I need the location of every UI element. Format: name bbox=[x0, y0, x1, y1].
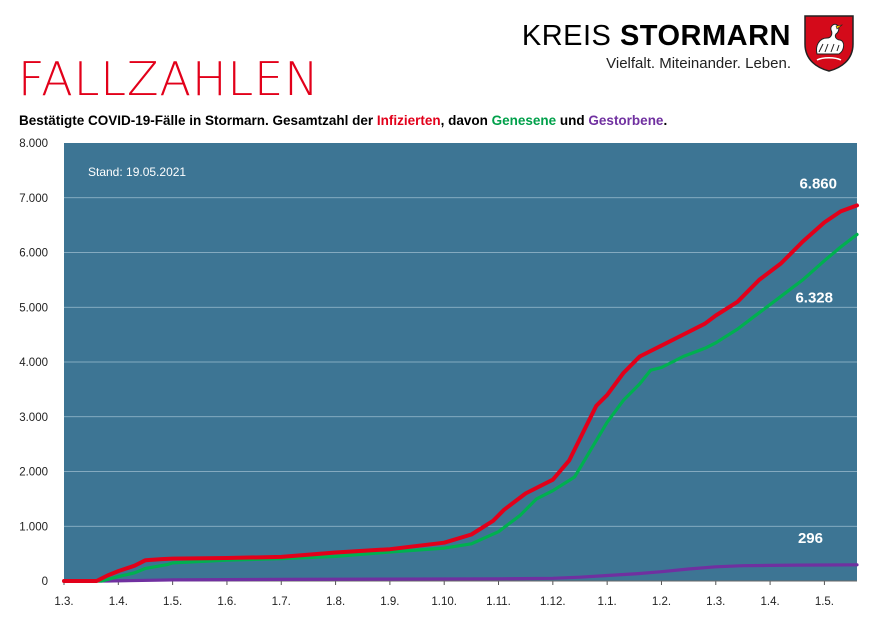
y-tick-label: 3.000 bbox=[19, 412, 48, 424]
y-axis: 0 1.000 2.000 3.000 4.000 5.000 6.000 7.000 8.00… bbox=[19, 138, 48, 588]
subtitle-infected: Infizierten bbox=[376, 113, 441, 128]
brand-name-bold: STORMARN bbox=[619, 20, 791, 52]
x-tick-label: 1.4. bbox=[761, 596, 780, 608]
subtitle-mid2: und bbox=[556, 113, 589, 128]
series-line-deceased bbox=[62, 563, 859, 583]
page-title: FALLZAHLEN bbox=[18, 52, 320, 106]
subtitle-lead: Bestätigte COVID-19-Fälle in Stormarn. G… bbox=[19, 113, 377, 128]
subtitle-recovered: Genesene bbox=[491, 113, 557, 128]
series-lines bbox=[62, 203, 859, 583]
y-tick-label: 2.000 bbox=[19, 467, 48, 479]
x-tick-label: 1.3. bbox=[706, 596, 725, 608]
chart-annotation: Stand: 19.05.2021 bbox=[88, 165, 186, 179]
gridlines bbox=[64, 197, 857, 527]
end-label-recovered: 6.328 bbox=[795, 290, 833, 307]
subtitle-end: . bbox=[663, 113, 668, 128]
swan-crest-icon bbox=[804, 15, 854, 72]
x-tick-label: 1.5. bbox=[815, 596, 834, 608]
x-axis: 1.3. 1.4. 1.5. 1.6. 1.7. 1.8. 1.9. 1.10. 1.11. 1.… bbox=[54, 580, 857, 608]
brand-name: KREIS STORMARN bbox=[522, 22, 791, 51]
y-tick-label: 7.000 bbox=[19, 193, 48, 205]
brand-logo: KREIS STORMARN Vielfalt. Miteinander. Le… bbox=[522, 22, 791, 72]
x-tick-label: 1.1. bbox=[598, 596, 617, 608]
subtitle-mid1: , davon bbox=[440, 113, 492, 128]
x-tick-label: 1.2. bbox=[652, 596, 671, 608]
brand-tagline: Vielfalt. Miteinander. Leben. bbox=[606, 55, 791, 72]
brand-name-light: KREIS bbox=[521, 20, 620, 52]
x-tick-label: 1.5. bbox=[163, 596, 182, 608]
x-tick-label: 1.6. bbox=[217, 596, 236, 608]
end-label-infected: 6.860 bbox=[799, 175, 837, 192]
y-tick-label: 4.000 bbox=[19, 357, 48, 369]
x-tick-label: 1.12. bbox=[540, 596, 566, 608]
x-tick-label: 1.8. bbox=[326, 596, 345, 608]
y-tick-label: 1.000 bbox=[19, 521, 48, 533]
y-tick-label: 8.000 bbox=[19, 138, 48, 150]
end-label-deceased: 296 bbox=[798, 530, 823, 547]
series-line-infected bbox=[62, 203, 859, 583]
subtitle-deceased: Gestorbene bbox=[588, 113, 664, 128]
end-labels: 6.860 6.328 296 bbox=[795, 175, 837, 546]
x-tick-label: 1.10. bbox=[431, 596, 457, 608]
x-tick-label: 1.3. bbox=[54, 596, 73, 608]
x-tick-label: 1.11. bbox=[486, 596, 511, 608]
x-tick-label: 1.4. bbox=[109, 596, 128, 608]
y-tick-label: 6.000 bbox=[19, 248, 48, 260]
x-tick-label: 1.9. bbox=[380, 596, 399, 608]
series-line-recovered bbox=[62, 232, 859, 583]
x-tick-label: 1.7. bbox=[272, 596, 291, 608]
y-tick-label: 0 bbox=[42, 576, 48, 588]
chart-subtitle: Bestätigte COVID-19-Fälle in Stormarn. G… bbox=[19, 113, 667, 128]
y-tick-label: 5.000 bbox=[19, 302, 48, 314]
